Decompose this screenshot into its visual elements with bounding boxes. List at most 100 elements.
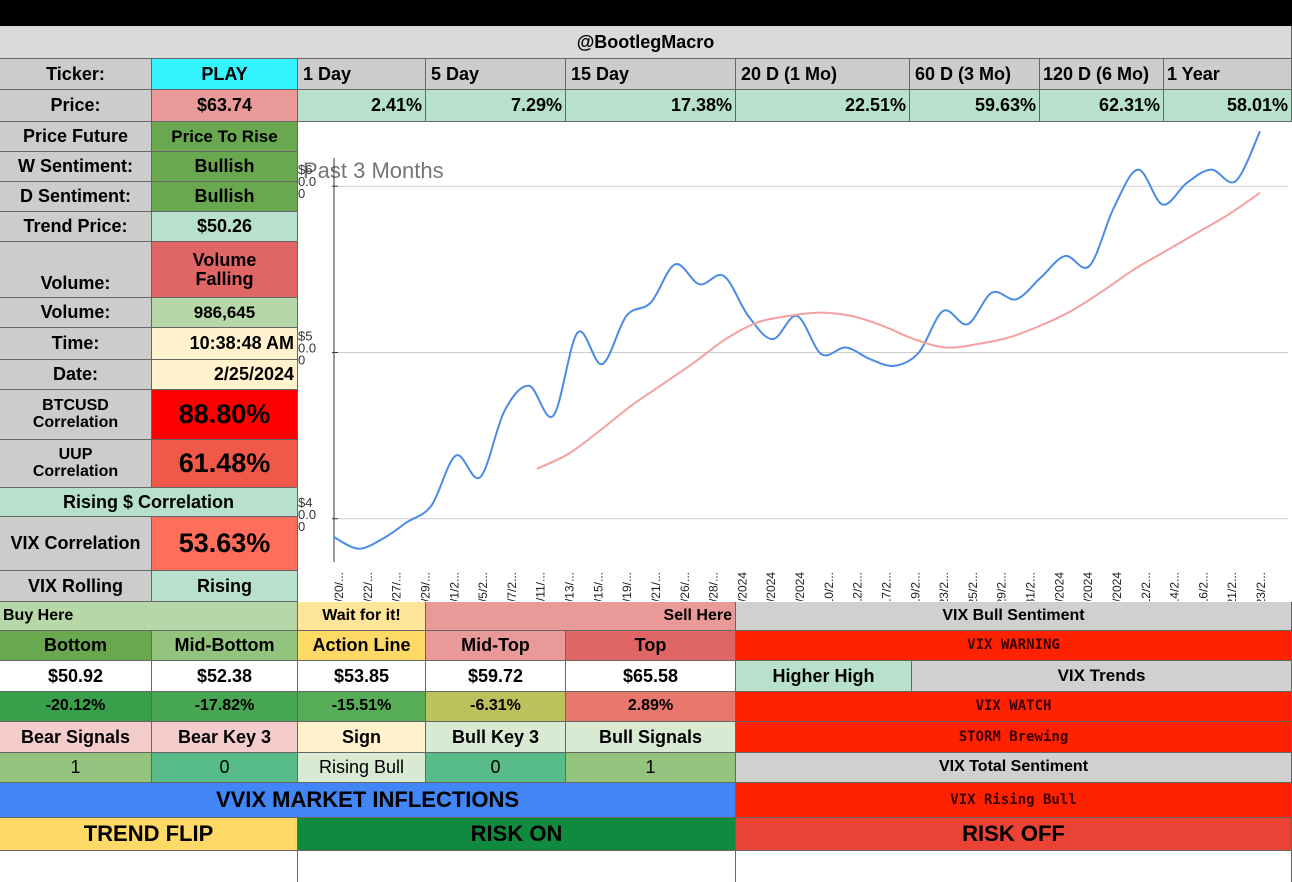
x-tick-label: 2/8/2024 (1110, 572, 1124, 601)
x-tick-label: 12/21/... (649, 572, 663, 601)
value-bull-signals: 1 (566, 753, 736, 783)
pct-action-line: -15.51% (298, 692, 426, 722)
x-tick-label: 1/17/2... (879, 572, 893, 601)
x-tick-label: 2/21/2... (1225, 572, 1239, 601)
volume-trend-label: Volume: (0, 242, 152, 298)
date-value: 2/25/2024 (152, 360, 298, 390)
x-tick-label: 1/23/2... (937, 572, 951, 601)
sell-here: Sell Here (426, 602, 736, 631)
period-5d: 5 Day (426, 59, 566, 90)
handle-header: @BootlegMacro (0, 26, 1292, 59)
x-tick-label: 1/25/2... (966, 572, 980, 601)
pct-mid-top: -6.31% (426, 692, 566, 722)
signal-bear-signals: Bear Signals (0, 722, 152, 753)
y-tick-label: $6 0.0 0 (298, 162, 316, 201)
d-sentiment-label: D Sentiment: (0, 182, 152, 212)
x-tick-label: 2/2/2024 (1052, 572, 1066, 601)
change-120d: 62.31% (1040, 90, 1164, 122)
x-tick-label: 12/7/2... (505, 572, 519, 601)
x-tick-label: 1/31/2... (1024, 572, 1038, 601)
level-mid-top: Mid-Top (426, 631, 566, 661)
x-tick-label: 1/10/2... (822, 572, 836, 601)
empty-cell-3[interactable] (736, 851, 1292, 882)
empty-cell-2[interactable] (298, 851, 736, 882)
wait-for-it: Wait for it! (298, 602, 426, 631)
y-tick-label: $5 0.0 0 (298, 328, 316, 367)
risk-on: RISK ON (298, 818, 736, 851)
signal-bull-key-3: Bull Key 3 (426, 722, 566, 753)
empty-cell-1[interactable] (0, 851, 298, 882)
rising-correlation: Rising $ Correlation (0, 488, 298, 517)
price-chart: Past 3 Months $6 0.0 0 $5 0.0 0 $4 0.0 0 11/20/...… (298, 122, 1288, 619)
x-tick-label: 11/20/... (332, 572, 346, 601)
vix-corr-label: VIX Correlation (0, 517, 152, 571)
signal-bear-key-3: Bear Key 3 (152, 722, 298, 753)
pct-bottom: -20.12% (0, 692, 152, 722)
y-tick-label: $4 0.0 0 (298, 495, 316, 534)
chart-title: Past 3 Months (303, 158, 444, 183)
change-5d: 7.29% (426, 90, 566, 122)
vix-warning: VIX WARNING (736, 631, 1292, 661)
date-label: Date: (0, 360, 152, 390)
x-tick-label: 11/27/... (390, 572, 404, 601)
price-chart-svg: Past 3 Months$6 0.0 0 $5 0.0 0 $4 0.0 0 11/20/...… (298, 130, 1288, 619)
x-tick-label: 12/26/... (678, 572, 692, 601)
period-1y: 1 Year (1164, 59, 1292, 90)
vvix-inflections: VVIX MARKET INFLECTIONS (0, 783, 736, 818)
value-sign: Rising Bull (298, 753, 426, 783)
x-tick-label: 12/28/... (707, 572, 721, 601)
vix-total-sentiment: VIX Total Sentiment (736, 753, 1292, 783)
x-tick-label: 2/12/2... (1139, 572, 1153, 601)
vix-higher-high: Higher High (736, 661, 912, 692)
x-tick-label: 1/2/2024 (735, 572, 749, 601)
volume-value: 986,645 (152, 298, 298, 328)
x-tick-label: 1/19/2... (908, 572, 922, 601)
vix-corr-value: 53.63% (152, 517, 298, 571)
x-tick-label: 2/23/2... (1254, 572, 1268, 601)
price-label: Price: (0, 90, 152, 122)
vix-rising-bull: VIX Rising Bull (736, 783, 1292, 818)
change-60d: 59.63% (910, 90, 1040, 122)
price-bottom: $50.92 (0, 661, 152, 692)
signal-bull-signals: Bull Signals (566, 722, 736, 753)
x-tick-label: 1/4/2024 (764, 572, 778, 601)
buy-here: Buy Here (0, 602, 298, 631)
trend-flip: TREND FLIP (0, 818, 298, 851)
d-sentiment-value: Bullish (152, 182, 298, 212)
signal-sign: Sign (298, 722, 426, 753)
w-sentiment-label: W Sentiment: (0, 152, 152, 182)
level-bottom: Bottom (0, 631, 152, 661)
change-15d: 17.38% (566, 90, 736, 122)
price-mid-top: $59.72 (426, 661, 566, 692)
x-tick-label: 12/13/... (563, 572, 577, 601)
x-tick-label: 12/5/2... (476, 572, 490, 601)
price-future-value: Price To Rise (152, 122, 298, 152)
price-future-label: Price Future (0, 122, 152, 152)
price-line (333, 130, 1261, 550)
ticker-value[interactable]: PLAY (152, 59, 298, 90)
x-tick-label: 11/29/... (418, 572, 432, 601)
time-label: Time: (0, 328, 152, 360)
level-action-line: Action Line (298, 631, 426, 661)
price-top: $65.58 (566, 661, 736, 692)
x-tick-label: 12/15/... (591, 572, 605, 601)
spreadsheet: @BootlegMacro Ticker: PLAY 1 Day 5 Day 1… (0, 26, 1292, 882)
vix-rolling-label: VIX Rolling (0, 571, 152, 602)
level-top: Top (566, 631, 736, 661)
uup-corr-value: 61.48% (152, 440, 298, 488)
period-15d: 15 Day (566, 59, 736, 90)
x-tick-label: 2/14/2... (1168, 572, 1182, 601)
volume-label: Volume: (0, 298, 152, 328)
value-bear-key-3: 0 (152, 753, 298, 783)
period-20d: 20 D (1 Mo) (736, 59, 910, 90)
change-20d: 22.51% (736, 90, 910, 122)
level-mid-bottom: Mid-Bottom (152, 631, 298, 661)
x-tick-label: 2/16/2... (1196, 572, 1210, 601)
risk-off: RISK OFF (736, 818, 1292, 851)
x-tick-label: 1/29/2... (995, 572, 1009, 601)
change-1y: 58.01% (1164, 90, 1292, 122)
x-tick-label: 11/22/... (361, 572, 375, 601)
x-tick-label: 12/1/2... (447, 572, 461, 601)
volume-trend-value: Volume Falling (152, 242, 298, 298)
pct-mid-bottom: -17.82% (152, 692, 298, 722)
